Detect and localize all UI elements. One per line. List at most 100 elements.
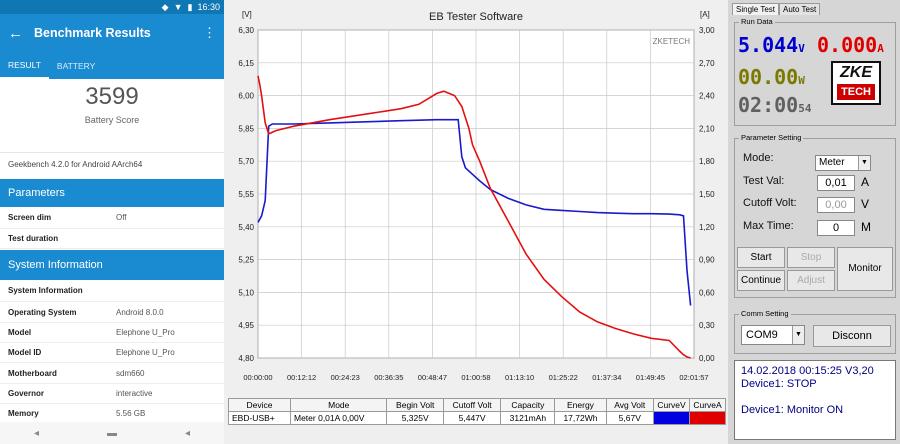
- series-layer: [257, 75, 692, 359]
- battery-score-value: 3599: [85, 83, 139, 110]
- eb-tester-window: 6,30 6,15 6,00 5,85 5,70 5,55 5,40 5,25 5,10 4,95…: [224, 0, 900, 444]
- y-tick-left: 5,40: [238, 223, 254, 232]
- parameter-setting-group: Parameter Setting Mode: Meter ▼ Test Val:…: [734, 133, 896, 298]
- y-tick-left: 6,00: [238, 92, 254, 101]
- chevron-down-icon: ▼: [858, 156, 870, 170]
- x-tick: 00:24:23: [331, 373, 360, 382]
- y-tick-right: 1,80: [699, 157, 715, 166]
- y-tick-left: 5,25: [238, 256, 254, 265]
- sysinfo-value: Android 8.0.0: [116, 307, 164, 317]
- grid-header-row: Device Mode Begin Volt Cutoff Volt Capac…: [228, 398, 726, 412]
- log-line: [741, 391, 889, 404]
- max-time-input[interactable]: 0: [817, 220, 855, 236]
- tab-result[interactable]: RESULT: [0, 52, 49, 79]
- parameter-setting-label: Parameter Setting: [739, 133, 804, 142]
- back-arrow-icon[interactable]: ←: [8, 24, 23, 42]
- left-axis-unit: [V]: [242, 10, 252, 19]
- monitor-button[interactable]: Monitor: [837, 247, 893, 291]
- test-val-unit: A: [861, 175, 870, 189]
- mode-select[interactable]: Meter ▼: [815, 155, 871, 171]
- y-tick-right: 0,90: [699, 256, 715, 265]
- param-value: Off: [116, 213, 127, 222]
- android-nav-bar: ◂ ▬ ◂: [0, 422, 224, 444]
- y-tick-right: 0,60: [699, 288, 715, 297]
- tab-single-test[interactable]: Single Test: [732, 3, 779, 15]
- y-tick-right: 1,20: [699, 223, 715, 232]
- continue-button[interactable]: Continue: [737, 270, 785, 291]
- grid-header: Mode: [289, 398, 388, 412]
- test-val-input[interactable]: 0,01: [817, 175, 855, 191]
- grid-header: Cutoff Volt: [442, 398, 502, 412]
- x-axis-ticks: 00:00:00 00:12:12 00:24:23 00:36:35 00:48:47…: [243, 373, 708, 382]
- x-tick: 01:37:34: [592, 373, 621, 382]
- voltage-current-chart: 6,30 6,15 6,00 5,85 5,70 5,55 5,40 5,25 5,10 4,95…: [238, 10, 715, 382]
- sysinfo-row: Model ID Elephone U_Pro: [0, 343, 224, 363]
- current-readout: 0.000A: [817, 33, 884, 57]
- y-tick-right: 1,50: [699, 190, 715, 199]
- zketech-logo: ZKE TECH: [831, 61, 881, 105]
- max-time-unit: M: [861, 220, 871, 234]
- grid-cell-cutoff-volt: 5,447V: [442, 411, 502, 425]
- right-axis-unit: [A]: [700, 10, 710, 19]
- x-tick: 01:49:45: [636, 373, 665, 382]
- time-readout: 02:0054: [738, 93, 812, 117]
- y-tick-left: 5,10: [238, 288, 254, 297]
- start-button[interactable]: Start: [737, 247, 785, 268]
- com-port-select[interactable]: COM9 ▼: [741, 325, 805, 345]
- grid-header: Begin Volt: [386, 398, 444, 412]
- phone-screen: ◆ ▼ ▮ 16:30 ← Benchmark Results ⋮ RESULT…: [0, 0, 224, 444]
- sysinfo-value: sdm660: [116, 368, 145, 378]
- log-line: Device1: STOP: [741, 378, 817, 390]
- sysinfo-row: Motherboard sdm660: [0, 363, 224, 384]
- param-row: Screen dim Off: [0, 207, 224, 229]
- stop-button[interactable]: Stop: [787, 247, 835, 268]
- x-tick: 00:00:00: [243, 373, 272, 382]
- sysinfo-value: 5.56 GB: [116, 409, 146, 418]
- y-tick-left: 4,80: [238, 354, 254, 363]
- grid-cell-device: EBD-USB+: [228, 411, 291, 425]
- chevron-down-icon: ▼: [792, 326, 804, 344]
- nav-back-icon[interactable]: ◂: [33, 427, 40, 439]
- tab-battery[interactable]: BATTERY: [56, 60, 96, 71]
- x-tick: 00:36:35: [374, 373, 403, 382]
- left-axis-ticks: 6,30 6,15 6,00 5,85 5,70 5,55 5,40 5,25 5,10 4,95…: [238, 26, 254, 363]
- y-tick-right: 0,30: [699, 321, 715, 330]
- gridlines: [257, 29, 695, 359]
- geekbench-version: Geekbench 4.2.0 for Android AArch64: [8, 160, 143, 169]
- control-panel: Single Test Auto Test Run Data 5.044V 0.…: [728, 0, 900, 444]
- grid-header: Energy: [554, 398, 607, 412]
- sysinfo-row: Memory 5.56 GB: [0, 404, 224, 424]
- nav-home-icon[interactable]: ▬: [106, 427, 117, 439]
- run-data-label: Run Data: [739, 17, 775, 26]
- status-bar: ◆ ▼ ▮ 16:30: [0, 0, 224, 14]
- score-block: 3599 Battery Score: [0, 79, 224, 152]
- grid-data-row[interactable]: EBD-USB+ Meter 0,01A 0,00V 5,325V 5,447V…: [228, 411, 726, 425]
- series-line-curvev: [257, 118, 692, 306]
- disconnect-button[interactable]: Disconn: [813, 325, 891, 347]
- sysinfo-value: Elephone U_Pro: [116, 328, 175, 337]
- power-readout: 00.00W: [738, 65, 805, 89]
- sysinfo-row: Model Elephone U_Pro: [0, 323, 224, 343]
- cutoff-volt-unit: V: [861, 197, 870, 211]
- system-info-header: System Information: [0, 250, 224, 280]
- cutoff-volt-label: Cutoff Volt:: [743, 197, 797, 209]
- nav-recents-icon[interactable]: ◂: [184, 427, 190, 439]
- max-time-label: Max Time:: [743, 220, 794, 232]
- cutoff-volt-input[interactable]: 0,00: [817, 197, 855, 213]
- x-tick: 01:25:22: [549, 373, 578, 382]
- tab-auto-test[interactable]: Auto Test: [779, 3, 821, 15]
- test-val-label: Test Val:: [743, 175, 785, 187]
- adjust-button[interactable]: Adjust: [787, 270, 835, 291]
- sysinfo-row: Operating System Android 8.0.0: [0, 302, 224, 323]
- more-options-icon[interactable]: ⋮: [203, 25, 216, 40]
- grid-header: CurveV: [653, 398, 690, 412]
- grid-cell-capacity: 3121mAh: [500, 411, 556, 425]
- app-bar: ← Benchmark Results ⋮: [0, 14, 224, 52]
- system-info-subheader: System Information: [0, 280, 224, 302]
- wifi-icon: ▼: [173, 2, 183, 12]
- sysinfo-key: Model: [8, 328, 32, 337]
- x-tick: 01:00:58: [461, 373, 490, 382]
- sysinfo-value: Elephone U_Pro: [116, 348, 175, 357]
- x-tick: 02:01:57: [679, 373, 708, 382]
- device-log: 14.02.2018 00:15:25 V3,20 Device1: STOP …: [734, 360, 896, 440]
